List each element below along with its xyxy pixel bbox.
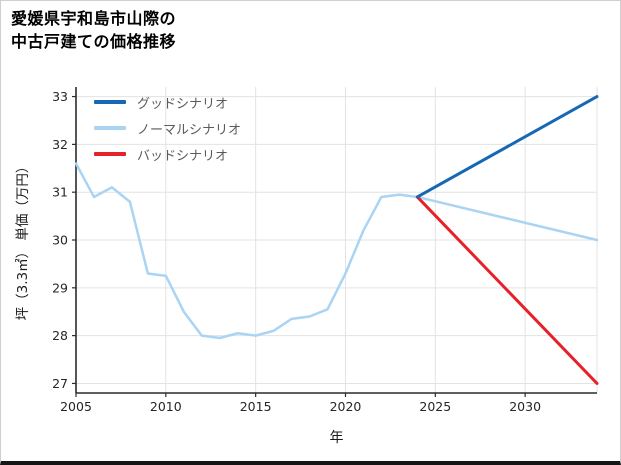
y-tick-label: 30 [52,233,68,248]
legend-label-good: グッドシナリオ [137,96,229,112]
page-title: 愛媛県宇和島市山際の 中古戸建ての価格推移 [11,7,176,53]
chart-legend: グッドシナリオ ノーマルシナリオ バッドシナリオ [94,94,241,172]
legend-label-bad: バッドシナリオ [137,148,229,164]
legend-line-sample-bad [94,152,126,156]
y-tick-label: 32 [52,137,68,152]
legend-item-good-scenario: グッドシナリオ [94,94,241,112]
legend-item-bad-scenario: バッドシナリオ [94,146,241,164]
series-line-2 [415,195,599,385]
y-tick-label: 29 [52,280,68,295]
x-tick-label: 2030 [509,399,541,414]
legend-line-sample-normal [94,126,126,130]
x-tick-label: 2020 [330,399,362,414]
x-tick-label: 2005 [60,399,92,414]
y-tick-label: 33 [52,89,68,104]
x-tick-label: 2025 [419,399,451,414]
x-axis-title: 年 [329,430,344,446]
series-line-1 [74,162,599,340]
y-tick-label: 28 [52,328,68,343]
legend-item-normal-scenario: ノーマルシナリオ [94,120,242,138]
page-title-line2: 中古戸建ての価格推移 [11,32,177,52]
y-tick-label: 31 [52,185,68,200]
y-tick-label: 27 [52,376,68,391]
series-line-0 [415,95,599,199]
x-tick-label: 2010 [150,399,182,414]
page-title-line1: 愛媛県宇和島市山際の [11,9,177,28]
legend-label-normal: ノーマルシナリオ [137,122,242,138]
x-tick-label: 2015 [240,399,272,414]
y-axis-title: 坪（3.3㎡） 単価（万円） [15,159,31,321]
legend-line-sample-good [94,100,126,104]
